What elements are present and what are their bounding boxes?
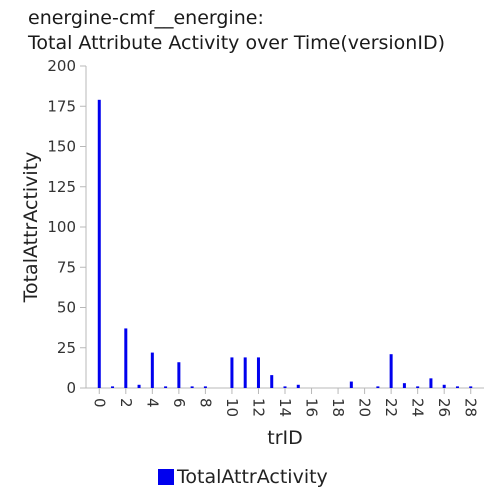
- y-axis-title: TotalAttrActivity: [20, 152, 42, 304]
- bar: [111, 386, 115, 388]
- y-tick-label: 175: [47, 97, 76, 115]
- x-tick-label: 24: [409, 398, 427, 417]
- bar: [164, 386, 168, 388]
- chart-title-line-2: Total Attribute Activity over Time(versi…: [28, 32, 445, 54]
- y-tick-label: 200: [47, 57, 76, 75]
- bar: [124, 328, 128, 388]
- bar: [469, 386, 473, 388]
- y-tick-label: 150: [47, 138, 76, 156]
- x-tick-label: 6: [170, 398, 188, 408]
- x-tick-label: 14: [276, 398, 294, 417]
- bar: [243, 357, 247, 388]
- x-tick-label: 16: [303, 398, 321, 417]
- y-tick-label: 0: [66, 379, 76, 397]
- bar: [203, 386, 207, 388]
- y-tick-label: 50: [57, 299, 76, 317]
- x-tick-label: 0: [90, 398, 108, 408]
- bar: [283, 386, 287, 388]
- bar: [429, 378, 433, 388]
- bar: [230, 357, 234, 388]
- bar: [376, 386, 380, 388]
- y-tick-label: 100: [47, 218, 76, 236]
- chart-title-line-1: energine-cmf__energine:: [28, 7, 264, 29]
- x-tick-label: 28: [462, 398, 480, 417]
- y-tick-label: 25: [57, 339, 76, 357]
- x-tick-label: 12: [249, 398, 267, 417]
- bar: [296, 384, 300, 388]
- x-tick-label: 10: [223, 398, 241, 417]
- legend-swatch: [158, 469, 174, 485]
- bar: [349, 381, 353, 388]
- legend-label: TotalAttrActivity: [177, 466, 328, 488]
- chart-legend: TotalAttrActivity: [158, 466, 328, 488]
- bar: [190, 386, 194, 388]
- x-tick-label: 2: [117, 398, 135, 408]
- bar: [150, 352, 154, 388]
- chart-title: energine-cmf__energine: Total Attribute …: [28, 6, 488, 56]
- bar: [97, 99, 101, 388]
- bar: [402, 383, 406, 388]
- x-axis-title: trID: [267, 427, 303, 449]
- x-tick-label: 18: [329, 398, 347, 417]
- bar: [256, 357, 260, 388]
- bar: [137, 384, 141, 388]
- y-tick-label: 125: [47, 178, 76, 196]
- bar: [389, 354, 393, 388]
- x-tick-label: 20: [356, 398, 374, 417]
- y-tick-label: 75: [57, 258, 76, 276]
- x-tick-label: 22: [382, 398, 400, 417]
- chart-bars: [97, 99, 473, 388]
- x-tick-label: 26: [435, 398, 453, 417]
- x-tick-label: 8: [196, 398, 214, 408]
- x-tick-label: 4: [143, 398, 161, 408]
- bar: [270, 375, 274, 388]
- bar: [177, 362, 181, 388]
- bar: [455, 386, 459, 388]
- bar: [416, 386, 420, 388]
- bar: [442, 384, 446, 388]
